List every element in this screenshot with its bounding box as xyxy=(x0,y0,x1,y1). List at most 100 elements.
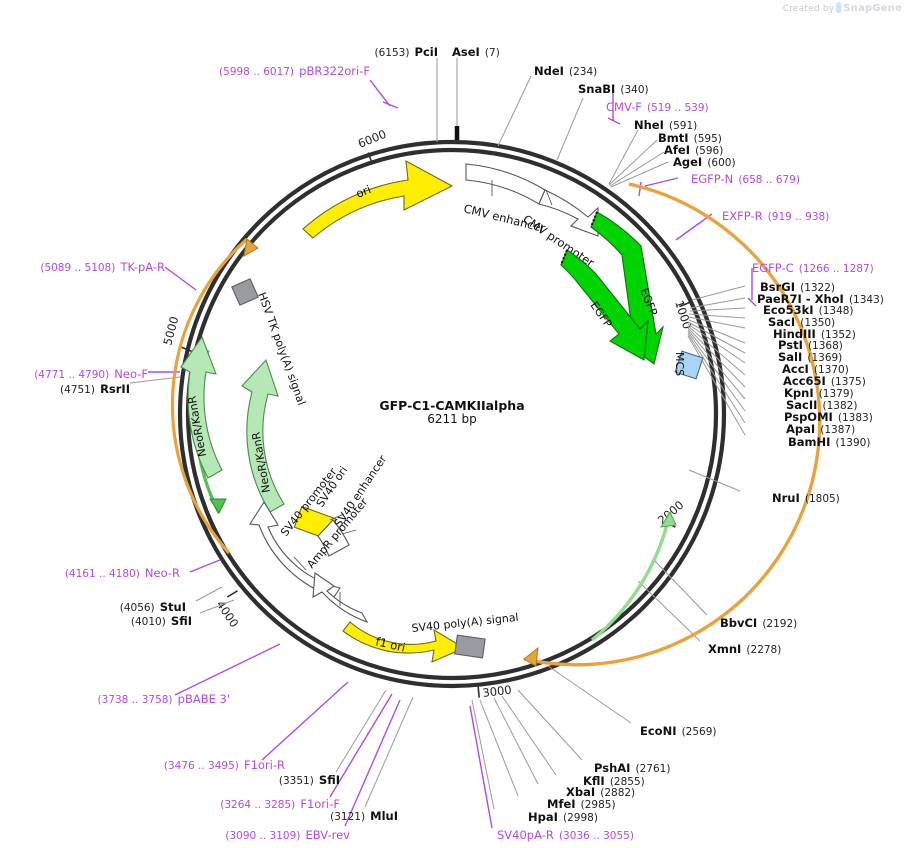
primer-name-TK-pA-R: TK-pA-R xyxy=(120,260,165,274)
enzyme-pos-SalI: (1369) xyxy=(807,352,843,364)
neo-orange-arc xyxy=(170,237,259,555)
enzyme-name-KpnI: KpnI xyxy=(784,386,814,400)
enzyme-leader-lines xyxy=(129,58,746,810)
feature-label-sv40-polya: SV40 poly(A) signal xyxy=(411,611,519,635)
enzyme-label-NheI[interactable]: NheI (591) xyxy=(634,116,697,132)
enzyme-label-AccI[interactable]: AccI (1370) xyxy=(782,360,849,376)
enzyme-name-PaeR7I-XhoI: PaeR7I - XhoI xyxy=(757,292,844,306)
enzyme-label-BbvCI[interactable]: BbvCI (2192) xyxy=(720,614,797,630)
enzyme-label-PshAI[interactable]: PshAI (2761) xyxy=(594,759,670,775)
enzyme-name-Eco53kI: Eco53kI xyxy=(763,303,814,317)
enzyme-label-PciI[interactable]: (6153) PciI xyxy=(328,43,438,59)
enzyme-pos-Eco53kI: (1348) xyxy=(818,305,854,317)
feature-label-mcs: MCS xyxy=(673,352,686,376)
camkii-feature-arc xyxy=(523,182,822,667)
enzyme-label-SnaBI[interactable]: SnaBI (340) xyxy=(578,80,649,96)
enzyme-label-HindIII[interactable]: HindIII (1352) xyxy=(773,325,856,341)
enzyme-label-MluI[interactable]: (3121) MluI xyxy=(288,807,398,823)
enzyme-label-Acc65I[interactable]: Acc65I (1375) xyxy=(783,372,866,388)
enzyme-name-SfiI: SfiI xyxy=(170,614,192,628)
primer-range-CMV-F: (519 .. 539) xyxy=(647,102,709,114)
primer-range-EGFP-N: (658 .. 679) xyxy=(738,174,800,186)
enzyme-label-ApaI[interactable]: ApaI (1387) xyxy=(786,420,855,436)
enzyme-pos-MfeI: (2985) xyxy=(580,799,616,811)
feature-f1-ori: f1 ori xyxy=(342,621,466,663)
primer-range-F1ori-F: (3264 .. 3285) xyxy=(220,799,296,811)
enzyme-label-AgeI[interactable]: AgeI (600) xyxy=(673,153,736,169)
primer-label-CMV-F[interactable]: CMV-F (519 .. 539) xyxy=(606,98,709,114)
primer-label-EGFP-N[interactable]: EGFP-N (658 .. 679) xyxy=(691,170,800,186)
enzyme-label-XmnI[interactable]: XmnI (2278) xyxy=(708,640,781,656)
enzyme-pos-DraIII: (3351) xyxy=(278,775,314,787)
enzyme-pos-XbaI: (2882) xyxy=(600,787,636,799)
enzyme-name-HindIII: HindIII xyxy=(773,327,816,341)
enzyme-label-BamHI[interactable]: BamHI (1390) xyxy=(788,433,870,449)
tick-label-5000: 5000 xyxy=(160,315,181,347)
enzyme-pos-BbvCI: (2192) xyxy=(762,618,798,630)
enzyme-label-PspOMI[interactable]: PspOMI (1383) xyxy=(784,408,873,424)
tick-label-6000: 6000 xyxy=(356,127,388,151)
primer-label-pBR322ori-F[interactable]: (5998 .. 6017) pBR322ori-F xyxy=(210,62,370,78)
enzyme-label-AfeI[interactable]: AfeI (596) xyxy=(664,141,723,157)
enzyme-label-BsrGI[interactable]: BsrGI (1322) xyxy=(760,278,835,294)
enzyme-pos-Acc65I: (1375) xyxy=(830,376,866,388)
primer-label-EXFP-R[interactable]: EXFP-R (919 .. 938) xyxy=(722,207,829,223)
enzyme-label-KpnI[interactable]: KpnI (1379) xyxy=(784,384,854,400)
primer-name-Neo-R: Neo-R xyxy=(144,566,180,580)
enzyme-pos-AccI: (1370) xyxy=(813,364,849,376)
sv40-label-leaders xyxy=(329,513,357,535)
feature-cmv-promoter xyxy=(538,189,599,237)
enzyme-name-PciI: PciI xyxy=(414,45,438,59)
enzyme-pos-XmnI: (2278) xyxy=(746,644,782,656)
primer-label-TK-pA-R[interactable]: (5089 .. 5108) TK-pA-R xyxy=(10,258,165,274)
enzyme-label-SalI[interactable]: SalI (1369) xyxy=(778,348,842,364)
enzyme-label-RsrII[interactable]: (4751) RsrII xyxy=(34,380,130,396)
enzyme-name-XmnI: XmnI xyxy=(708,642,742,656)
primer-name-F1ori-F: F1ori-F xyxy=(300,797,340,811)
enzyme-label-StuI[interactable]: (4056) StuI xyxy=(100,598,186,614)
enzyme-name-KflI: KflI xyxy=(583,774,605,788)
primer-label-EGFP-C[interactable]: EGFP-C (1266 .. 1287) xyxy=(752,259,874,275)
enzyme-name-AccI: AccI xyxy=(782,362,809,376)
enzyme-label-KflI[interactable]: KflI (2855) xyxy=(583,772,645,788)
enzyme-pos-AfeI: (596) xyxy=(695,145,724,157)
enzyme-label-SacII[interactable]: SacII (1382) xyxy=(786,396,857,412)
enzyme-label-MfeI[interactable]: MfeI (2985) xyxy=(547,795,616,811)
enzyme-pos-PstI: (1368) xyxy=(807,340,843,352)
primer-label-pBABE3[interactable]: (3738 .. 3758) pBABE 3' xyxy=(50,690,230,706)
enzyme-name-EcoNI: EcoNI xyxy=(640,724,677,738)
primer-label-SV40pA-R[interactable]: SV40pA-R (3036 .. 3055) xyxy=(497,826,634,842)
primer-label-Neo-R[interactable]: (4161 .. 4180) Neo-R xyxy=(20,564,180,580)
primer-name-EGFP-N: EGFP-N xyxy=(691,172,734,186)
primer-range-F1ori-R: (3476 .. 3495) xyxy=(163,760,239,772)
enzyme-label-SacI[interactable]: SacI (1350) xyxy=(768,313,835,329)
feature-cmv-enhancer xyxy=(465,163,546,205)
enzyme-label-SfiI[interactable]: (4010) SfiI xyxy=(106,612,192,628)
enzyme-label-PstI[interactable]: PstI (1368) xyxy=(778,336,843,352)
primer-range-Neo-F: (4771 .. 4790) xyxy=(34,369,110,381)
enzyme-name-SacII: SacII xyxy=(786,398,818,412)
enzyme-pos-SfiI: (4010) xyxy=(130,616,166,628)
feature-sv40-polya xyxy=(454,634,486,659)
primer-label-F1ori-F[interactable]: (3264 .. 3285) F1ori-F xyxy=(180,795,340,811)
primer-name-F1ori-R: F1ori-R xyxy=(243,758,285,772)
enzyme-label-XbaI[interactable]: XbaI (2882) xyxy=(566,783,635,799)
enzyme-label-PaeR7I-XhoI[interactable]: PaeR7I - XhoI (1343) xyxy=(757,290,884,306)
enzyme-label-AseI[interactable]: AseI (7) xyxy=(452,43,500,59)
primer-label-EBV-rev[interactable]: (3090 .. 3109) EBV-rev xyxy=(190,826,350,842)
enzyme-label-HpaI[interactable]: HpaI (2998) xyxy=(528,808,598,824)
enzyme-label-Eco53kI[interactable]: Eco53kI (1348) xyxy=(763,301,854,317)
primer-range-EBV-rev: (3090 .. 3109) xyxy=(225,830,301,842)
enzyme-label-DraIII[interactable]: (3351) SfiI xyxy=(240,771,340,787)
snapgene-watermark: Created by SnapGene xyxy=(783,2,902,14)
primer-label-Neo-F[interactable]: (4771 .. 4790) Neo-F xyxy=(0,365,148,381)
enzyme-label-NdeI[interactable]: NdeI (234) xyxy=(534,62,597,78)
primer-label-F1ori-R[interactable]: (3476 .. 3495) F1ori-R xyxy=(125,756,285,772)
feature-neor-kanr-outer: NeoR/KanR xyxy=(180,335,223,479)
enzyme-label-NruI[interactable]: NruI (1805) xyxy=(772,489,840,505)
enzyme-label-BmtI[interactable]: BmtI (595) xyxy=(658,129,722,145)
plasmid-backbone xyxy=(177,139,727,689)
primer-name-Neo-F: Neo-F xyxy=(114,367,148,381)
enzyme-label-EcoNI[interactable]: EcoNI (2569) xyxy=(640,722,717,738)
